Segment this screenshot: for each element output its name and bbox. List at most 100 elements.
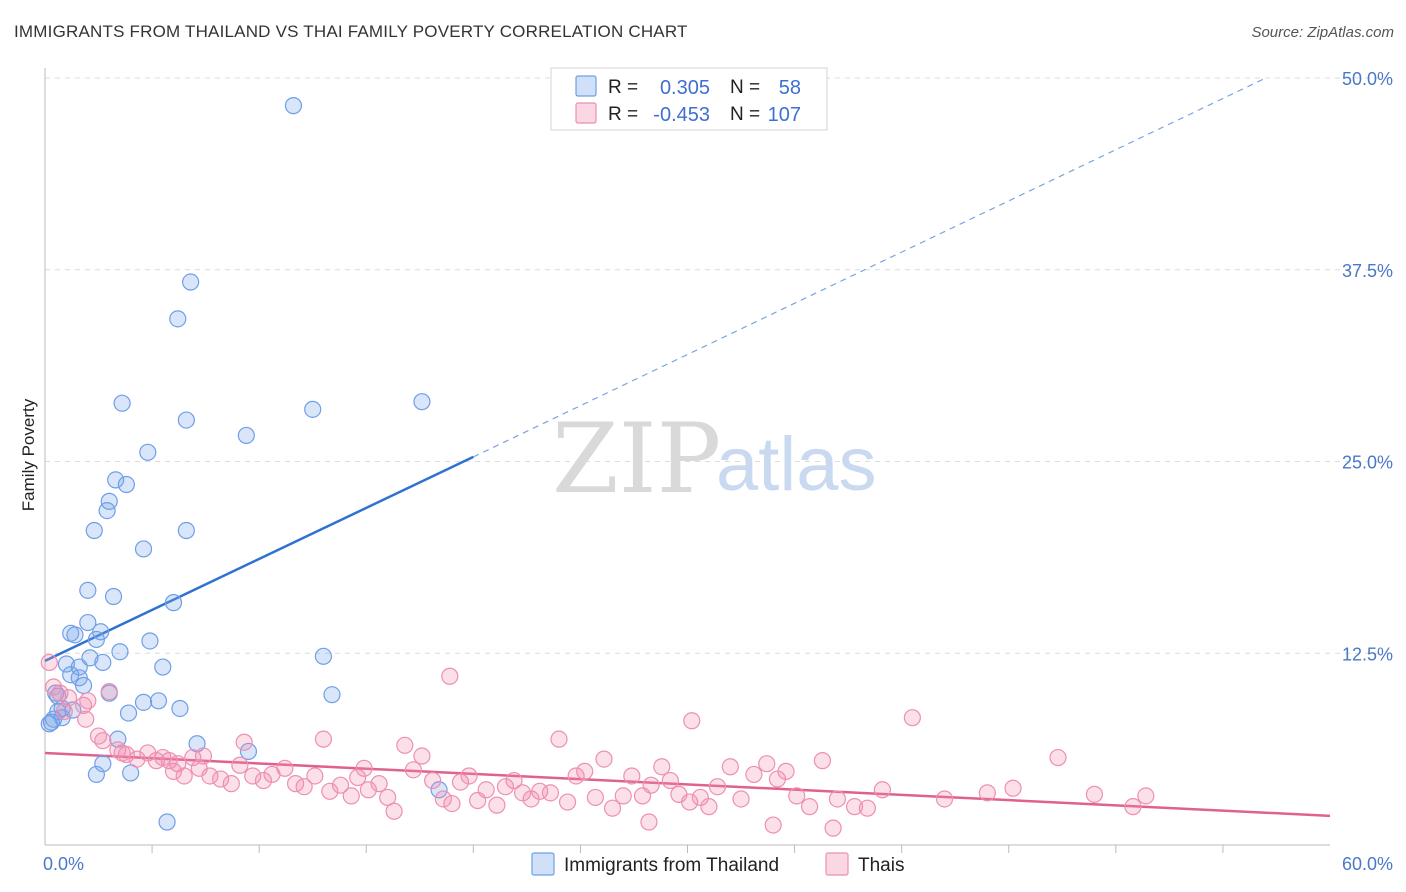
point-thais <box>623 767 641 785</box>
point-thais <box>434 790 452 808</box>
point-thailand <box>79 581 97 599</box>
watermark-zip: ZIP <box>552 403 721 515</box>
point-thais <box>59 689 78 707</box>
point-thais <box>113 744 131 762</box>
point-thais <box>683 712 701 730</box>
point-thais <box>359 781 377 799</box>
point-thais <box>813 752 832 770</box>
point-thailand <box>413 393 431 411</box>
chart-source: Source: ZipAtlas.com <box>1251 24 1394 41</box>
point-thais <box>845 798 864 816</box>
x-tick-label: 60.0% <box>1342 854 1393 874</box>
legend-r-label-thais: R = <box>608 104 638 125</box>
x-tick-label: 0.0% <box>43 854 84 874</box>
point-thais <box>443 794 461 813</box>
point-thais <box>567 767 585 785</box>
point-thailand <box>104 587 123 606</box>
legend-n-value-thailand: 58 <box>779 77 801 99</box>
y-tick-label: 25.0% <box>1342 453 1393 473</box>
trend-line-thailand <box>44 455 474 663</box>
bottom-legend: Immigrants from Thailand Thais <box>531 852 904 876</box>
point-thais <box>505 771 523 790</box>
bottom-legend-label-thailand: Immigrants from Thailand <box>564 855 779 876</box>
point-thais <box>379 788 397 807</box>
point-thais <box>700 798 718 816</box>
point-thais <box>1085 785 1104 803</box>
point-thais <box>1137 787 1155 805</box>
legend-frame <box>550 67 828 131</box>
point-thais <box>40 653 58 672</box>
point-thais <box>828 790 847 808</box>
point-thailand <box>284 97 303 115</box>
point-thais <box>306 767 324 785</box>
point-thais <box>460 767 478 785</box>
point-thais <box>595 750 613 768</box>
point-thais <box>732 790 750 808</box>
point-thailand <box>57 655 76 673</box>
point-thais <box>79 692 97 710</box>
point-thais <box>764 816 782 834</box>
point-thais <box>321 782 339 800</box>
point-thais <box>824 819 842 837</box>
point-thailand <box>164 594 183 612</box>
point-thailand <box>134 540 153 558</box>
point-thais <box>576 762 594 780</box>
point-thais <box>385 802 403 820</box>
point-thais <box>708 778 727 796</box>
point-thais <box>586 788 605 807</box>
point-thais <box>295 778 313 796</box>
point-thais <box>614 787 632 805</box>
y-tick-label: 12.5% <box>1342 644 1393 664</box>
legend-r-label-thailand: R = <box>608 77 638 98</box>
point-thailand <box>85 521 103 540</box>
point-thais <box>721 758 739 776</box>
point-thais <box>451 773 470 791</box>
point-thais <box>413 747 431 765</box>
point-thailand <box>314 647 333 665</box>
point-thais <box>424 771 442 790</box>
point-thailand <box>304 400 322 418</box>
point-thais <box>691 788 709 807</box>
point-thais <box>77 710 95 728</box>
point-thais <box>858 799 877 817</box>
point-thais <box>396 736 414 754</box>
point-thailand <box>66 626 84 644</box>
point-thailand <box>119 704 138 722</box>
axes <box>44 68 1330 853</box>
point-thais <box>342 787 360 805</box>
point-thais <box>745 765 763 784</box>
point-thais <box>550 730 568 748</box>
point-thais <box>94 732 112 750</box>
point-thailand <box>239 742 258 761</box>
point-thailand <box>117 475 135 494</box>
point-thailand <box>79 613 97 632</box>
point-thailand <box>139 443 157 461</box>
legend-n-label-thais: N = <box>730 104 760 125</box>
legend-swatch-thais <box>575 102 597 124</box>
point-thais <box>800 798 819 816</box>
bottom-legend-label-thais: Thais <box>858 855 904 876</box>
point-thailand <box>134 693 153 711</box>
legend: R = 0.305 N = 58 R = -0.453 N = 107 <box>550 67 828 131</box>
point-thais <box>603 799 622 817</box>
point-thais <box>100 682 118 701</box>
chart-title: IMMIGRANTS FROM THAILAND VS THAI FAMILY … <box>14 22 688 41</box>
point-thais <box>231 756 249 774</box>
point-thais <box>254 771 273 790</box>
point-thais <box>51 684 69 702</box>
point-thailand <box>98 501 116 520</box>
point-thailand <box>154 658 172 676</box>
point-thailand <box>149 692 168 710</box>
point-thailand <box>158 813 176 831</box>
legend-r-value-thailand: 0.305 <box>660 77 710 99</box>
point-thais <box>441 667 459 685</box>
point-thailand <box>87 630 106 649</box>
point-thais <box>331 776 350 794</box>
point-thais <box>777 762 795 780</box>
watermark: ZIP atlas <box>552 403 877 515</box>
point-thailand <box>94 653 112 672</box>
point-thais <box>978 784 996 802</box>
point-thailand <box>430 781 448 799</box>
point-thais <box>128 750 146 768</box>
legend-swatch-thailand <box>575 75 597 97</box>
